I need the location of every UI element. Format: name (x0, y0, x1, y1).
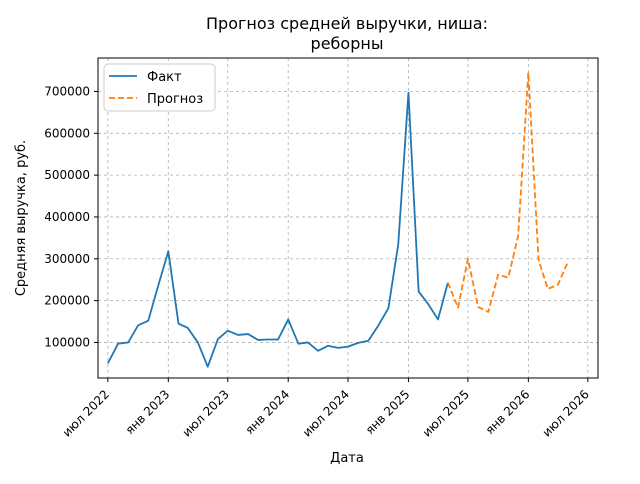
series-point-fact-21 (317, 350, 319, 352)
series-point-forecast-0 (447, 282, 449, 284)
series-point-fact-24 (347, 346, 349, 348)
y-tick-label-6: 700000 (44, 84, 90, 98)
series-point-fact-9 (197, 342, 199, 344)
series-point-fact-33 (437, 319, 439, 321)
series-point-fact-11 (217, 338, 219, 340)
series-point-fact-6 (167, 250, 169, 252)
series-point-fact-20 (307, 342, 309, 344)
series-point-fact-19 (297, 343, 299, 345)
series-point-fact-17 (277, 339, 279, 341)
series-point-fact-27 (377, 325, 379, 327)
series-point-forecast-12 (567, 261, 569, 263)
series-point-fact-8 (187, 327, 189, 329)
x-axis-label: Дата (330, 451, 364, 466)
series-point-fact-3 (137, 324, 139, 326)
series-point-fact-29 (397, 243, 399, 245)
series-point-forecast-7 (517, 235, 519, 237)
series-point-forecast-6 (507, 277, 509, 279)
legend-fact-label: Факт (147, 70, 182, 85)
series-point-fact-13 (237, 334, 239, 336)
y-tick-label-0: 100000 (44, 335, 90, 349)
y-tick-label-4: 500000 (44, 168, 90, 182)
series-point-forecast-4 (487, 311, 489, 313)
y-tick-label-1: 200000 (44, 294, 90, 308)
chart-title-line-2: реборны (311, 34, 384, 53)
legend: Факт Прогноз (103, 63, 216, 112)
series-point-forecast-11 (557, 284, 559, 286)
series-point-forecast-8 (527, 72, 529, 74)
series-point-fact-10 (207, 366, 209, 368)
grid-layer (98, 58, 598, 378)
series-point-fact-1 (117, 343, 119, 345)
legend-forecast-label: Прогноз (147, 92, 203, 107)
series-point-fact-23 (337, 347, 339, 349)
series-point-forecast-5 (497, 274, 499, 276)
series-line-fact (107, 91, 449, 368)
series-point-fact-28 (388, 307, 390, 309)
series-line-forecast (447, 71, 569, 313)
y-tick-label-3: 400000 (44, 210, 90, 224)
series-point-fact-2 (127, 342, 129, 344)
series-point-fact-0 (107, 362, 109, 364)
series-point-fact-30 (408, 92, 410, 94)
series-point-fact-22 (327, 345, 329, 347)
series-point-fact-25 (357, 342, 359, 344)
series-point-fact-4 (147, 320, 149, 322)
series-point-forecast-9 (538, 259, 540, 261)
series-point-forecast-10 (547, 288, 549, 290)
series-layer (107, 71, 569, 368)
y-axis-label: Средняя выручка, руб. (14, 140, 29, 296)
series-point-forecast-2 (467, 258, 469, 260)
series-point-forecast-1 (457, 307, 459, 309)
y-tick-label-2: 300000 (44, 252, 90, 266)
series-point-fact-15 (257, 339, 259, 341)
chart-title-line-1: Прогноз средней выручки, ниша: (206, 14, 488, 33)
series-point-fact-14 (247, 333, 249, 335)
series-point-fact-7 (178, 323, 180, 325)
series-point-fact-16 (267, 339, 269, 341)
series-point-forecast-3 (477, 306, 479, 308)
series-point-fact-18 (287, 319, 289, 321)
series-point-fact-12 (227, 330, 229, 332)
series-point-fact-5 (157, 285, 159, 287)
y-tick-label-5: 600000 (44, 126, 90, 140)
series-point-fact-31 (418, 291, 420, 293)
series-point-fact-32 (427, 303, 429, 305)
series-point-fact-26 (367, 340, 369, 342)
